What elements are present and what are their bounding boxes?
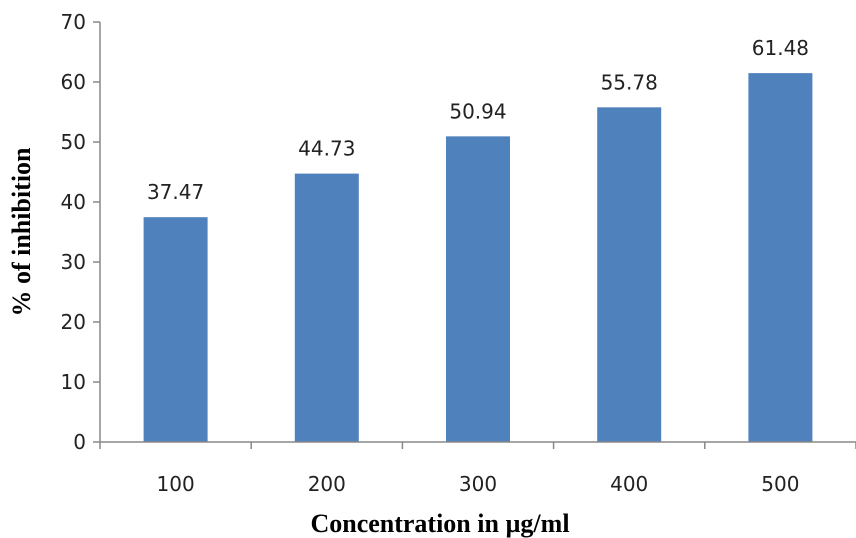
y-axis-title: % of inhibition [7, 147, 36, 317]
data-label-500: 61.48 [752, 36, 809, 60]
y-tick-label: 70 [61, 10, 86, 34]
bars [143, 73, 813, 443]
bar-500 [748, 73, 813, 443]
data-label-200: 44.73 [298, 137, 355, 161]
bar-200 [294, 173, 359, 442]
y-tick-label: 20 [61, 310, 86, 334]
y-tick-label: 40 [61, 190, 86, 214]
x-tick-label-400: 400 [610, 472, 648, 496]
bar-400 [597, 107, 662, 442]
x-axis-ticks: 100 200 300 400 500 [99, 442, 856, 496]
y-tick-label: 60 [61, 70, 86, 94]
x-tick-label-100: 100 [157, 472, 195, 496]
data-label-100: 37.47 [147, 180, 204, 204]
y-tick-label: 50 [61, 130, 86, 154]
x-tick-label-500: 500 [761, 472, 799, 496]
y-tick-label: 0 [73, 430, 86, 454]
data-label-400: 55.78 [601, 70, 658, 94]
y-tick-label: 30 [61, 250, 86, 274]
x-tick-label-300: 300 [459, 472, 497, 496]
data-labels: 37.47 44.73 50.94 55.78 61.48 [147, 36, 809, 204]
data-label-300: 50.94 [449, 99, 506, 123]
y-tick-label: 10 [61, 370, 86, 394]
x-axis-title: Concentration in µg/ml [310, 509, 569, 538]
bar-300 [446, 136, 510, 443]
x-tick-label-200: 200 [308, 472, 346, 496]
y-axis-ticks: 0 10 20 30 40 50 60 70 [61, 10, 100, 454]
bar-100 [143, 217, 208, 442]
